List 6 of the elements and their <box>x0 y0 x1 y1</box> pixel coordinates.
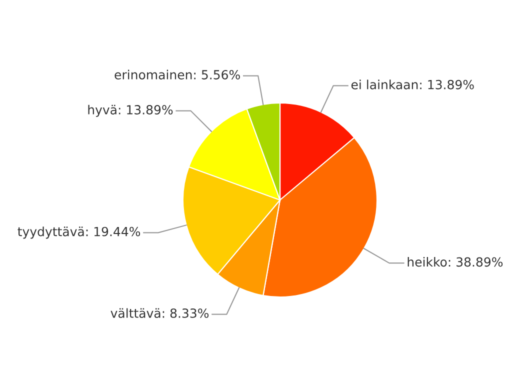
slice-label: tyydyttävä: 19.44% <box>18 226 140 239</box>
slice-label: välttävä: 8.33% <box>110 308 209 318</box>
slice-label: hyvä: 13.89% <box>88 104 173 117</box>
slice-label: ei lainkaan: 13.89% <box>351 80 474 90</box>
slice-label: heikko: 38.89% <box>408 257 503 267</box>
slice-label: erinomainen: 5.56% <box>114 70 240 80</box>
